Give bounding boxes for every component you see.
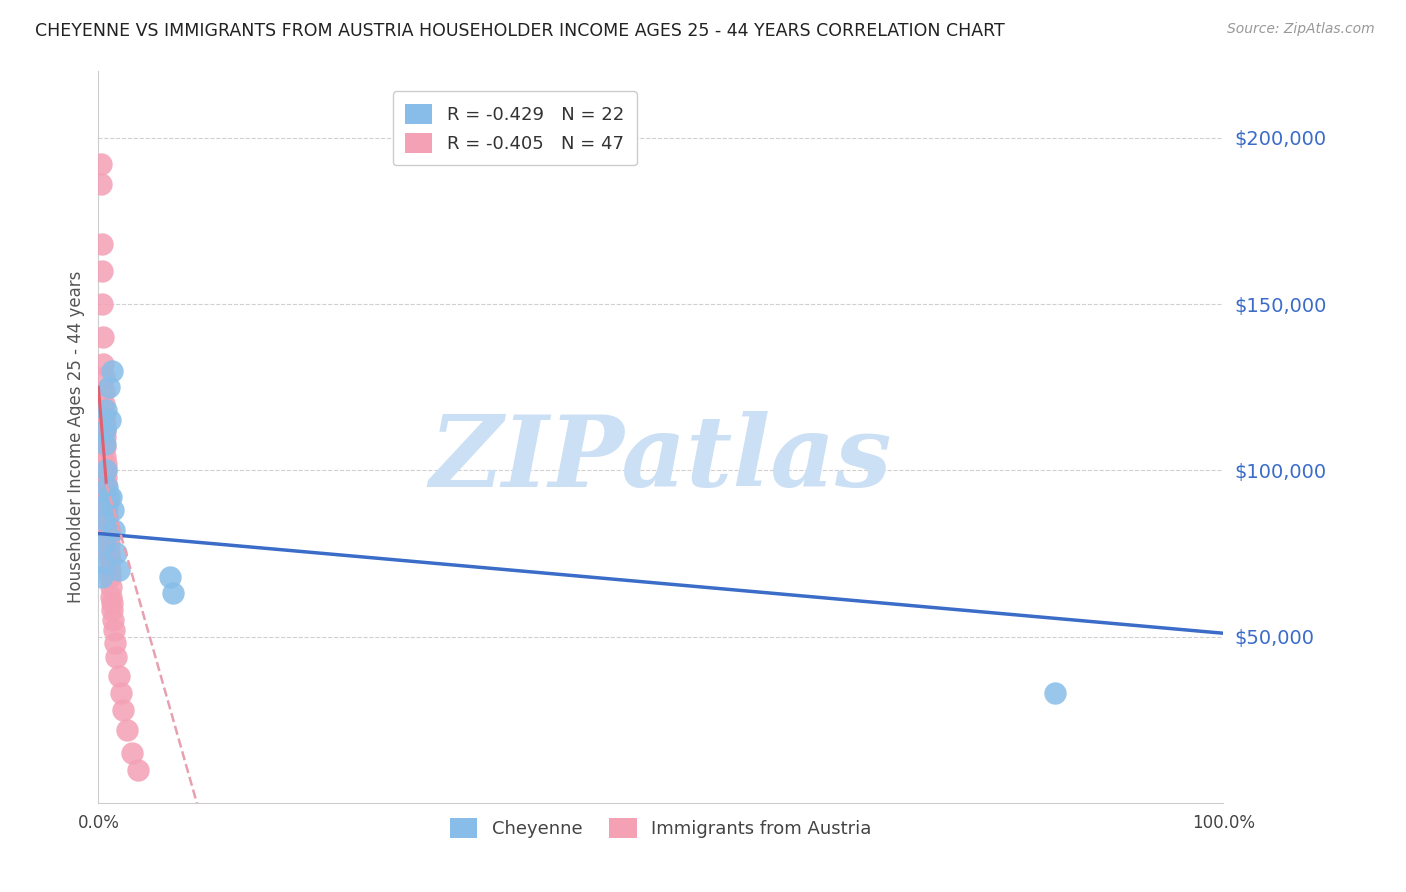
Point bbox=[96, 497, 118, 511]
Point bbox=[101, 363, 124, 377]
Point bbox=[93, 410, 115, 425]
Point bbox=[127, 763, 149, 777]
Point bbox=[1043, 686, 1066, 700]
Point bbox=[94, 440, 117, 454]
Point bbox=[90, 157, 112, 171]
Point bbox=[93, 536, 115, 550]
Text: Source: ZipAtlas.com: Source: ZipAtlas.com bbox=[1227, 22, 1375, 37]
Point bbox=[96, 483, 118, 498]
Point bbox=[91, 330, 114, 344]
Point bbox=[94, 424, 117, 438]
Point bbox=[96, 503, 118, 517]
Point bbox=[94, 430, 117, 444]
Point bbox=[100, 490, 122, 504]
Point bbox=[90, 570, 112, 584]
Point bbox=[93, 370, 115, 384]
Text: ZIPatlas: ZIPatlas bbox=[430, 411, 891, 508]
Point bbox=[94, 436, 117, 450]
Point bbox=[90, 237, 112, 252]
Point bbox=[98, 570, 121, 584]
Point bbox=[100, 580, 122, 594]
Legend: Cheyenne, Immigrants from Austria: Cheyenne, Immigrants from Austria bbox=[443, 811, 879, 845]
Point bbox=[103, 623, 125, 637]
Point bbox=[91, 357, 114, 371]
Point bbox=[112, 703, 135, 717]
Point bbox=[107, 563, 129, 577]
Point bbox=[96, 490, 118, 504]
Point bbox=[98, 563, 121, 577]
Point bbox=[96, 516, 118, 531]
Point bbox=[96, 403, 118, 417]
Point bbox=[105, 546, 128, 560]
Text: CHEYENNE VS IMMIGRANTS FROM AUSTRIA HOUSEHOLDER INCOME AGES 25 - 44 YEARS CORREL: CHEYENNE VS IMMIGRANTS FROM AUSTRIA HOUS… bbox=[35, 22, 1005, 40]
Point bbox=[110, 686, 132, 700]
Point bbox=[101, 603, 124, 617]
Point bbox=[96, 509, 118, 524]
Point bbox=[97, 523, 120, 537]
Point bbox=[96, 463, 118, 477]
Point bbox=[90, 178, 112, 192]
Point bbox=[96, 476, 118, 491]
Point bbox=[98, 553, 121, 567]
Point bbox=[96, 463, 118, 477]
Point bbox=[96, 480, 118, 494]
Point bbox=[90, 264, 112, 278]
Point bbox=[104, 636, 127, 650]
Point bbox=[100, 590, 122, 604]
Point bbox=[121, 746, 143, 760]
Point bbox=[159, 570, 181, 584]
Point bbox=[93, 384, 115, 398]
Point bbox=[97, 536, 120, 550]
Point bbox=[105, 649, 128, 664]
Point bbox=[97, 490, 120, 504]
Point bbox=[93, 397, 115, 411]
Point bbox=[97, 546, 120, 560]
Point bbox=[90, 297, 112, 311]
Point bbox=[162, 586, 184, 600]
Point bbox=[94, 424, 117, 438]
Point bbox=[97, 530, 120, 544]
Point bbox=[96, 470, 118, 484]
Point bbox=[91, 557, 114, 571]
Point bbox=[94, 417, 117, 431]
Point bbox=[98, 413, 121, 427]
Point bbox=[94, 450, 117, 464]
Point bbox=[96, 457, 118, 471]
Point bbox=[103, 523, 125, 537]
Point bbox=[101, 613, 124, 627]
Point bbox=[97, 380, 120, 394]
Point bbox=[93, 513, 115, 527]
Point bbox=[101, 503, 124, 517]
Y-axis label: Householder Income Ages 25 - 44 years: Householder Income Ages 25 - 44 years bbox=[66, 271, 84, 603]
Point bbox=[96, 497, 118, 511]
Point bbox=[101, 596, 124, 610]
Point bbox=[115, 723, 138, 737]
Point bbox=[107, 669, 129, 683]
